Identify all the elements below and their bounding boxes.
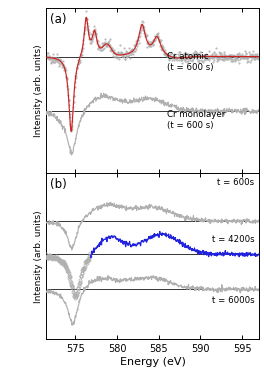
Text: Cr monolayer
(t = 600 s): Cr monolayer (t = 600 s) (167, 110, 225, 130)
Text: t = 600s: t = 600s (217, 179, 254, 187)
Text: t = 4200s: t = 4200s (212, 235, 254, 244)
X-axis label: Energy (eV): Energy (eV) (120, 357, 185, 367)
Text: (a): (a) (50, 13, 67, 25)
Text: (b): (b) (50, 179, 67, 191)
Y-axis label: Intensity (arb. units): Intensity (arb. units) (34, 210, 43, 302)
Y-axis label: Intensity (arb. units): Intensity (arb. units) (34, 44, 43, 137)
Text: t = 6000s: t = 6000s (212, 296, 254, 305)
Text: Cr atomic
(t = 600 s): Cr atomic (t = 600 s) (167, 52, 214, 72)
